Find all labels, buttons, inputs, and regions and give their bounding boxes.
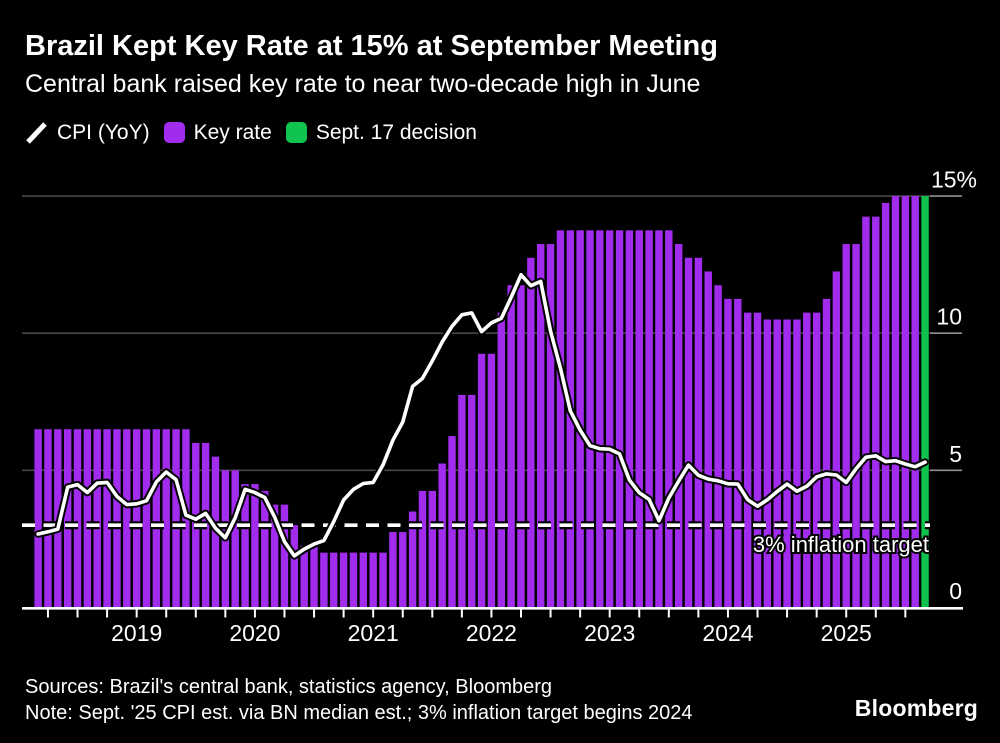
x-axis-labels: 2019 2020 2021 2022 2023 2024 2025 [111,620,872,646]
svg-text:2022: 2022 [466,620,517,646]
legend-item-key-rate: Key rate [163,120,272,145]
svg-text:2019: 2019 [111,620,162,646]
decision-swatch-icon [285,122,307,143]
svg-text:5: 5 [949,441,962,467]
bloomberg-logo: Bloomberg [854,695,978,721]
footer-sources: Sources: Brazil's central bank, statisti… [25,676,553,698]
svg-text:2023: 2023 [584,620,635,646]
legend-item-cpi: CPI (YoY) [25,121,150,145]
svg-text:15%: 15% [931,167,977,193]
legend-label-key-rate: Key rate [193,120,272,144]
cpi-line-icon [26,121,47,144]
key-rate-bars [34,196,929,608]
footer: Sources: Brazil's central bank, statisti… [25,674,693,726]
key-rate-swatch-icon [163,122,185,143]
page-subtitle: Central bank raised key rate to near two… [25,70,701,98]
y-axis-labels: 0 5 10 15% [931,167,977,604]
x-axis [22,606,963,618]
svg-text:2025: 2025 [821,620,872,646]
legend: CPI (YoY) Key rate Sept. 17 decision [25,119,491,146]
cpi-line [34,271,929,560]
inflation-target-label: 3% inflation target [753,532,929,557]
svg-text:0: 0 [949,578,962,604]
legend-label-decision: Sept. 17 decision [315,120,477,144]
page-title: Brazil Kept Key Rate at 15% at September… [25,30,718,62]
svg-text:10: 10 [936,304,962,330]
svg-text:2020: 2020 [229,620,280,646]
legend-item-decision: Sept. 17 decision [285,120,477,145]
legend-label-cpi: CPI (YoY) [57,120,150,144]
svg-text:2021: 2021 [348,620,399,646]
svg-text:2024: 2024 [702,620,753,646]
footer-note: Note: Sept. '25 CPI est. via BN median e… [25,702,693,724]
